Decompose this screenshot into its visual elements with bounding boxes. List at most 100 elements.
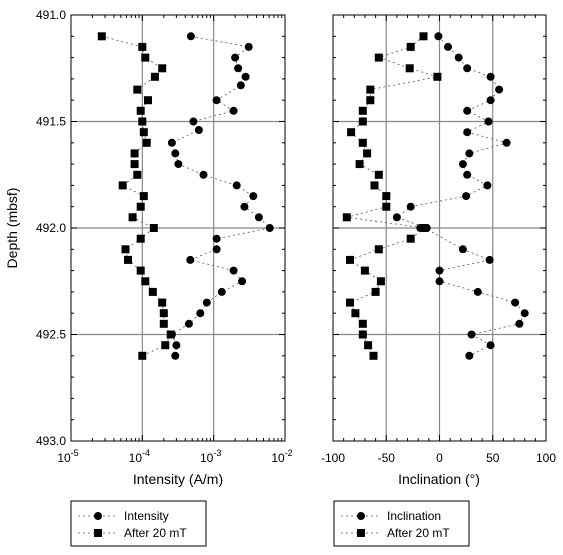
right-series-0-point-24 (435, 277, 444, 286)
left-gridlines (71, 15, 285, 441)
left-series-0-point-5 (236, 81, 245, 90)
right-series-1-point-9 (347, 128, 356, 137)
right-series-0-point-21 (458, 245, 467, 254)
left-series-1-point-17 (128, 213, 137, 222)
right-series-0-point-11 (465, 149, 474, 158)
right-series-0-point-14 (483, 181, 492, 190)
right-x-tick-label-0: -100 (321, 451, 345, 465)
left-x-tick-exponent-0: -5 (71, 448, 79, 458)
left-series-0-point-27 (184, 319, 193, 328)
right-series-1-point-12 (355, 160, 364, 169)
right-series-1-point-21 (346, 255, 354, 264)
left-series-1-point-15 (139, 192, 148, 201)
right-series-0-point-12 (458, 160, 467, 169)
right-legend-label-after20: After 20 mT (387, 526, 450, 540)
left-series-1-point-30 (138, 351, 147, 360)
right-x-tick-label-4: 100 (536, 451, 556, 465)
right-series-0-point-27 (520, 309, 529, 318)
left-series-0-point-20 (212, 245, 221, 254)
right-series-1-point-26 (351, 309, 360, 318)
right-series-1-point-15 (382, 192, 391, 201)
left-series-1-point-0 (97, 32, 106, 41)
left-series-0-point-10 (167, 138, 176, 147)
left-series-0-point-7 (229, 106, 238, 115)
right-series-1-point-24 (371, 287, 380, 296)
right-series-0-point-10 (502, 138, 511, 147)
left-series-1-point-9 (139, 128, 148, 137)
right-legend: Inclination After 20 mT (333, 500, 470, 547)
left-y-tick-label-2: 492.0 (36, 221, 66, 235)
right-series-1-point-18 (420, 224, 429, 232)
right-series-1-point-11 (363, 149, 372, 158)
right-legend-label-inclination: Inclination (387, 509, 441, 523)
right-series-1-point-27 (358, 319, 367, 328)
right-series-1-point-30 (369, 351, 378, 360)
right-series-0-point-4 (486, 72, 495, 81)
left-series-1-point-22 (136, 266, 145, 275)
left-series-1-point-23 (141, 277, 150, 286)
left-series-0-point-16 (240, 202, 249, 211)
left-series-1-point-2 (141, 53, 150, 62)
left-series-0-point-0 (186, 32, 195, 41)
left-series-0-point-11 (171, 149, 180, 158)
left-series-1-point-20 (121, 245, 130, 254)
right-series-0-point-25 (473, 287, 482, 296)
left-y-tick-label-1: 491.5 (36, 115, 66, 129)
left-series-1-line (101, 35, 172, 357)
right-series-1-line (346, 35, 438, 356)
left-series-0-point-9 (194, 126, 203, 134)
left-series-1-point-5 (133, 85, 142, 94)
right-series-1-point-1 (406, 42, 415, 51)
right-series-1-point-23 (376, 277, 385, 286)
right-x-tick-label-1: -50 (378, 451, 396, 465)
right-series-1-point-29 (364, 341, 373, 350)
left-series-1-point-10 (142, 138, 151, 147)
right-series-1-point-25 (346, 298, 354, 307)
right-series-0-point-2 (454, 53, 463, 62)
right-series-0-point-16 (406, 202, 415, 211)
right-series-0-point-6 (486, 96, 495, 105)
left-series-0-point-3 (234, 64, 243, 73)
right-panel: -100 -50 0 50 100 Inclination (°) (321, 14, 556, 487)
right-series-1-point-14 (370, 181, 379, 190)
left-series-1-point-26 (159, 309, 168, 318)
left-series-1-point-19 (136, 234, 145, 243)
left-series-1-point-4 (150, 72, 159, 81)
right-series-0-point-8 (484, 117, 493, 126)
left-series-1-point-27 (159, 319, 168, 328)
left-series-0-point-26 (196, 309, 205, 318)
left-series-1-point-12 (130, 160, 139, 169)
left-y-tick-label-3: 492.5 (36, 328, 66, 342)
left-series-0-point-30 (171, 351, 180, 360)
right-series-layer (342, 32, 529, 360)
right-series-0-point-1 (444, 42, 452, 51)
right-series-1-point-0 (419, 32, 428, 41)
left-series-layer (97, 32, 274, 360)
right-series-1-point-19 (406, 234, 415, 243)
left-series-0-point-22 (229, 266, 238, 275)
left-legend: Intensity After 20 mT (70, 500, 207, 547)
right-series-1-point-16 (382, 202, 391, 211)
right-legend-circle-marker (357, 512, 365, 520)
left-series-1-point-14 (118, 181, 127, 190)
left-x-tick-label-2: 10-3 (200, 448, 221, 465)
left-series-0-point-21 (186, 255, 195, 264)
left-axis-ticks: 10-5 10-4 10-3 10-2 491.0 491.5 492.0 492.5 493.… (36, 8, 293, 465)
left-series-0-point-1 (244, 42, 253, 51)
left-series-0-point-6 (212, 96, 221, 105)
left-panel: 10-5 10-4 10-3 10-2 491.0 491.5 492.0 492.5 493.… (4, 8, 293, 487)
right-series-0-point-3 (463, 64, 472, 73)
left-series-0-point-2 (231, 53, 240, 62)
left-x-tick-label-3: 10-2 (271, 448, 292, 465)
right-series-0-point-5 (495, 85, 504, 94)
right-series-0-point-29 (467, 330, 476, 339)
left-series-0-point-18 (265, 224, 274, 232)
right-series-0-point-7 (463, 106, 472, 115)
right-series-1-point-20 (374, 245, 383, 254)
left-x-tick-label-0: 10-5 (57, 448, 78, 465)
left-series-1-point-13 (133, 170, 142, 179)
right-series-0-point-0 (434, 32, 443, 41)
right-series-1-point-22 (360, 266, 369, 275)
left-legend-label-after20: After 20 mT (124, 526, 187, 540)
left-series-1-point-7 (136, 106, 145, 115)
